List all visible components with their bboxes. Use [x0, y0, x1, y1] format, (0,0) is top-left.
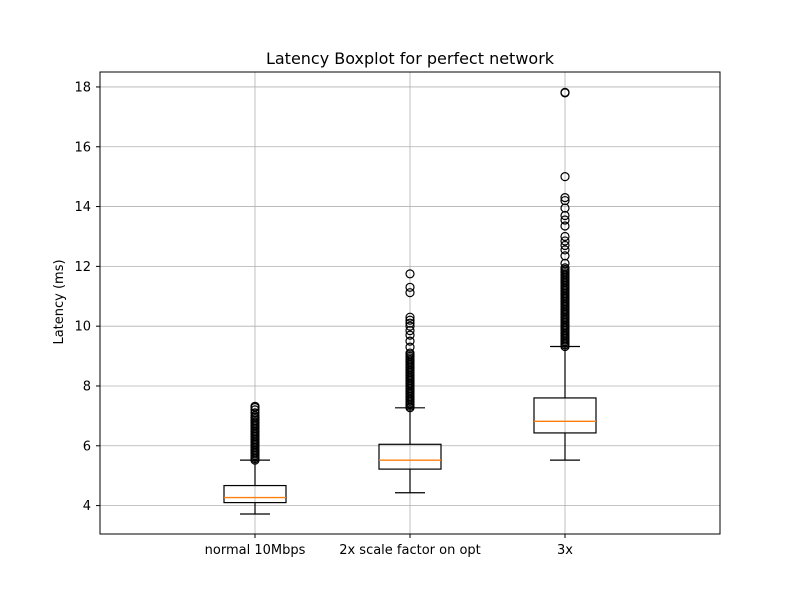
ticks: 4 6 8 10 12 14 16 18 normal 10Mbps 2x scale facto… [74, 80, 573, 558]
outlier-point [405, 321, 415, 331]
y-tick-label: 18 [74, 80, 91, 95]
y-tick-label: 10 [74, 320, 91, 335]
outlier-point [405, 336, 415, 346]
y-tick-label: 8 [83, 379, 91, 394]
outlier-point [405, 318, 415, 328]
x-tick-label: 3x [557, 543, 573, 558]
outlier-point [405, 330, 415, 340]
y-axis-label: Latency (ms) [52, 259, 67, 344]
outlier-point [250, 401, 260, 411]
x-tick-label: 2x scale factor on opt [339, 543, 481, 558]
y-tick-label: 6 [83, 439, 91, 454]
box-group [533, 87, 597, 461]
outlier-point [405, 342, 415, 352]
y-tick-label: 12 [74, 260, 91, 275]
outlier-point [560, 245, 570, 255]
outlier-point [250, 405, 260, 415]
outlier-point [560, 87, 570, 97]
box-group [223, 401, 287, 515]
y-tick-label: 16 [74, 140, 91, 155]
iqr-box [223, 484, 287, 504]
outlier-point [405, 288, 415, 298]
boxes [223, 87, 597, 515]
grid [100, 72, 720, 534]
outlier-point [560, 192, 570, 203]
outlier-point [405, 312, 415, 322]
outlier-point [405, 315, 415, 325]
box-group [378, 269, 442, 494]
outlier-point [560, 231, 570, 242]
chart-title: Latency Boxplot for perfect network [266, 49, 555, 68]
outlier-point [405, 348, 415, 358]
outlier-point [560, 236, 570, 246]
outlier-point [405, 269, 415, 279]
y-tick-label: 4 [83, 499, 91, 514]
outlier-point [560, 195, 570, 206]
outlier-point [560, 251, 570, 261]
y-tick-label: 14 [74, 200, 91, 215]
outlier-point [250, 408, 260, 418]
x-tick-label: normal 10Mbps [205, 543, 306, 558]
iqr-box [378, 443, 442, 470]
outlier-point [560, 263, 570, 273]
outlier-point [560, 172, 570, 182]
outlier-point [405, 282, 415, 292]
outlier-point [560, 215, 570, 225]
iqr-box [533, 397, 597, 434]
outlier-point [560, 240, 570, 251]
outlier-point [560, 221, 570, 231]
